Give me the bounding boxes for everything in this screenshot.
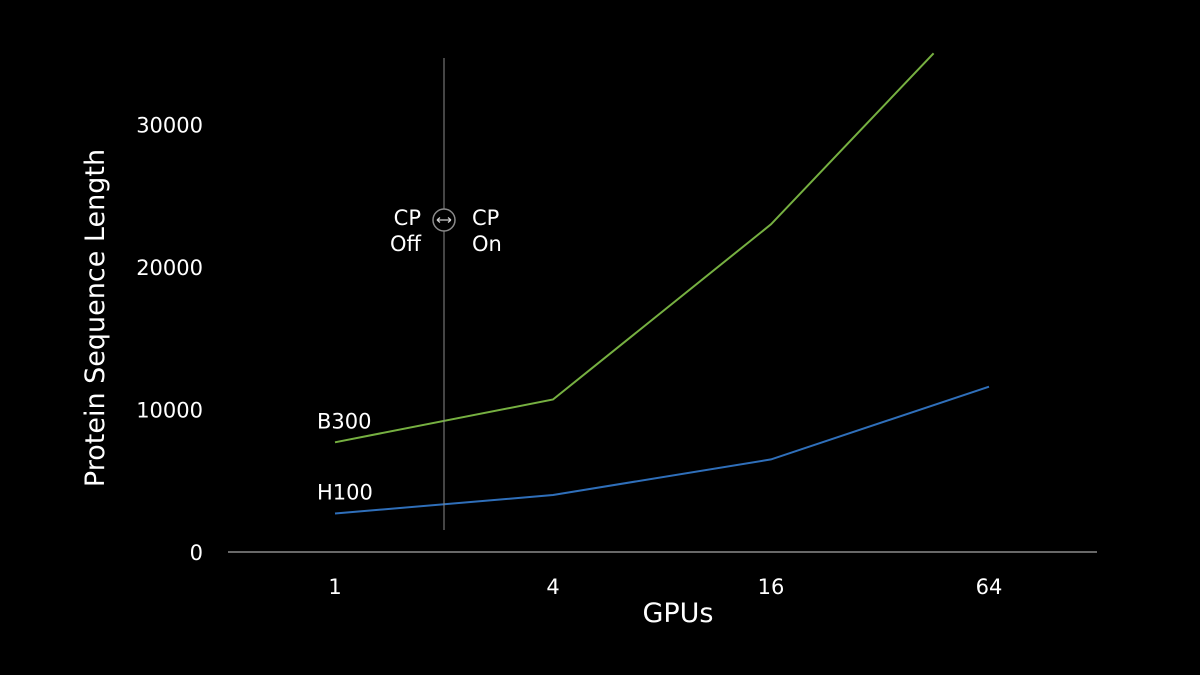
series-group: B300 H100 bbox=[317, 52, 990, 515]
x-tick-label: 64 bbox=[976, 575, 1003, 599]
cp-off-label: Off bbox=[390, 232, 422, 256]
y-tick-label: 30000 bbox=[136, 114, 203, 138]
cp-off-label: CP bbox=[394, 206, 421, 230]
series-line-h100 bbox=[334, 385, 990, 515]
series-label-b300: B300 bbox=[317, 409, 372, 433]
x-axis-label: GPUs bbox=[642, 598, 713, 629]
x-tick-label: 1 bbox=[328, 575, 341, 599]
x-tick-label: 16 bbox=[758, 575, 785, 599]
y-tick-label: 10000 bbox=[136, 399, 203, 423]
x-tick-label: 4 bbox=[546, 575, 559, 599]
cp-on-label: CP bbox=[472, 206, 499, 230]
cp-on-label: On bbox=[472, 232, 502, 256]
axes: 1 4 16 64 0 10000 20000 30000 bbox=[136, 114, 1097, 599]
series-line-b300 bbox=[334, 52, 935, 444]
y-axis-label: Protein Sequence Length bbox=[80, 149, 111, 487]
series-label-h100: H100 bbox=[317, 481, 373, 505]
double-arrow-icon bbox=[436, 217, 452, 223]
y-tick-label: 0 bbox=[190, 541, 203, 565]
y-tick-label: 20000 bbox=[136, 256, 203, 280]
